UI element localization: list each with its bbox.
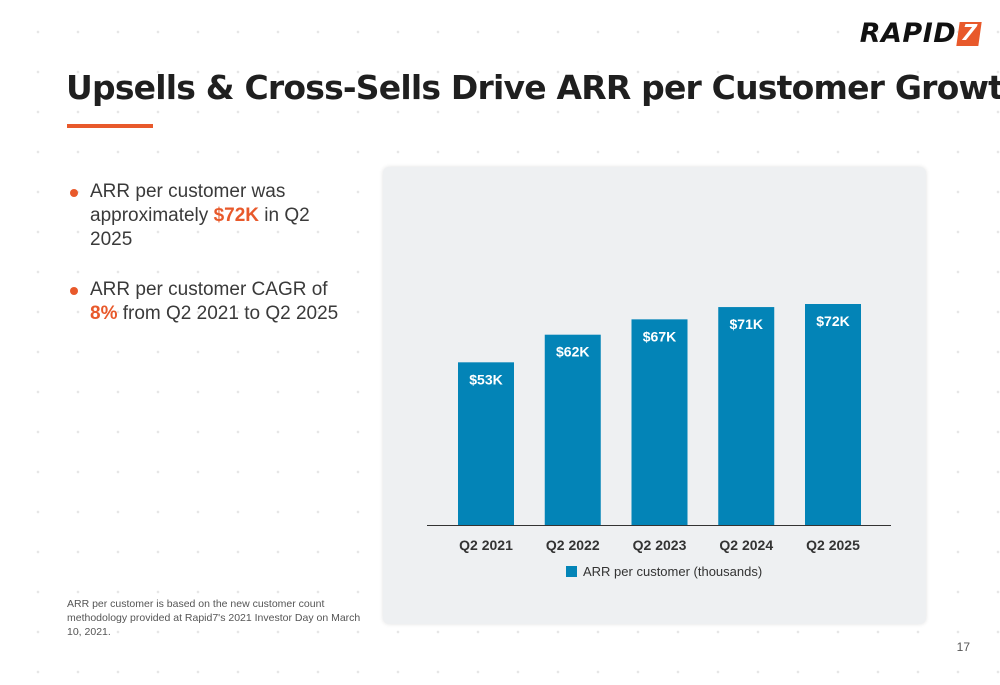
x-tick-label: Q2 2021 bbox=[459, 537, 513, 553]
logo-text: RAPID bbox=[859, 18, 957, 49]
bar-chart: $53K Q2 2021 $62K Q2 2022 $67K Q2 2023 $71K Q2 … bbox=[427, 304, 891, 579]
bar-q2-2025 bbox=[805, 304, 861, 525]
x-tick-label: Q2 2024 bbox=[719, 537, 773, 553]
chart-panel: $53K Q2 2021 $62K Q2 2022 $67K Q2 2023 $71K Q2 … bbox=[383, 167, 926, 624]
bar-q2-2021 bbox=[458, 362, 514, 525]
bullet-text-post: in Q2 2025 bbox=[90, 205, 310, 250]
bar-q2-2023 bbox=[631, 319, 688, 525]
logo-seven-mark: 7 bbox=[956, 21, 982, 46]
bullet-dot-icon bbox=[70, 287, 78, 295]
bar-data-label: $67K bbox=[643, 328, 676, 344]
bar-data-label: $53K bbox=[469, 371, 502, 387]
page-title: Upsells & Cross-Sells Drive ARR per Cust… bbox=[66, 68, 1000, 107]
bar-q2-2024 bbox=[718, 307, 775, 525]
legend-label: ARR per customer (thousands) bbox=[583, 564, 762, 579]
bar-q2-2022 bbox=[544, 334, 601, 525]
bullet-text-pre: ARR per customer CAGR of bbox=[90, 279, 328, 300]
x-tick-label: Q2 2023 bbox=[633, 537, 687, 553]
bullet-text-post: from Q2 2021 to Q2 2025 bbox=[117, 303, 339, 324]
page-number: 17 bbox=[956, 640, 970, 654]
legend-swatch bbox=[566, 566, 577, 577]
bar-data-label: $72K bbox=[816, 313, 849, 329]
bullet-text-pre: ARR per customer was approximately bbox=[90, 181, 286, 226]
footnote: ARR per customer is based on the new cus… bbox=[67, 598, 361, 638]
bar-data-label: $62K bbox=[556, 344, 589, 360]
title-underline bbox=[67, 124, 153, 128]
rapid7-logo: RAPID 7 bbox=[859, 18, 982, 49]
bullet-highlight: $72K bbox=[213, 205, 259, 226]
bullet-dot-icon bbox=[70, 189, 78, 197]
x-tick-label: Q2 2022 bbox=[546, 537, 600, 553]
x-tick-label: Q2 2025 bbox=[806, 537, 860, 553]
bullet-list: ARR per customer was approximately $72K … bbox=[70, 180, 350, 352]
bullet-arr-per-customer: ARR per customer was approximately $72K … bbox=[70, 180, 350, 252]
bullet-highlight: 8% bbox=[90, 303, 118, 324]
bullet-cagr: ARR per customer CAGR of 8% from Q2 2021… bbox=[70, 278, 350, 326]
bar-data-label: $71K bbox=[730, 316, 763, 332]
